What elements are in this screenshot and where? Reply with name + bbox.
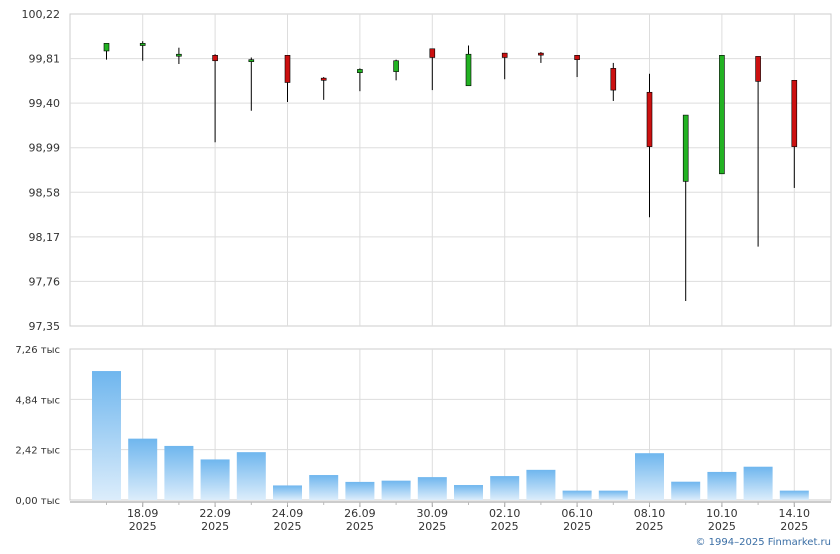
price-y-tick-label: 100,22: [22, 8, 61, 21]
candle-body: [646, 91, 653, 147]
candle-body: [176, 53, 182, 57]
candle-body: [103, 43, 110, 52]
candle-body: [791, 80, 798, 147]
copyright-text[interactable]: © 1994–2025 Finmarket.ru: [695, 537, 831, 548]
volume-bar: [345, 481, 375, 500]
x-tick-date-label: 14.10: [779, 507, 811, 520]
candle-body: [248, 59, 255, 62]
candle-body: [284, 55, 291, 83]
volume-bar: [526, 469, 556, 500]
candle-body: [610, 68, 617, 91]
x-tick-date-label: 08.10: [634, 507, 666, 520]
x-tick-date-label: 24.09: [272, 507, 304, 520]
price-y-tick-label: 97,35: [29, 320, 61, 333]
x-tick-year-label: 2025: [274, 520, 302, 533]
volume-y-tick-label: 0,00 тыс: [15, 496, 60, 507]
x-tick-date-label: 30.09: [417, 507, 449, 520]
candle-body: [429, 48, 436, 58]
grid-layer: [69, 13, 832, 501]
volume-bar: [128, 438, 158, 500]
axis-layer: 100,22 99,81 99,40 98,99 98,58 98,17 97,76 97,3…: [15, 8, 831, 533]
x-tick-year-label: 2025: [346, 520, 374, 533]
volume-bar: [707, 471, 737, 500]
volume-bar: [309, 475, 339, 500]
x-tick-year-label: 2025: [201, 520, 229, 533]
candle-body: [755, 56, 761, 82]
x-tick-date-label: 10.10: [706, 507, 738, 520]
volume-bar: [562, 490, 592, 500]
candle-body: [393, 60, 399, 72]
price-y-tick-label: 98,99: [29, 142, 61, 155]
volume-bar: [200, 459, 230, 500]
x-tick-year-label: 2025: [129, 520, 157, 533]
x-tick-year-label: 2025: [708, 520, 736, 533]
candle-body: [538, 52, 544, 56]
candle-body: [719, 55, 725, 175]
volume-y-tick-label: 7,26 тыс: [15, 345, 60, 356]
x-tick-year-label: 2025: [780, 520, 808, 533]
x-tick-year-label: 2025: [491, 520, 519, 533]
candle-body: [501, 52, 508, 58]
candle-body: [682, 114, 689, 182]
candle-body: [357, 69, 363, 74]
volume-bar: [92, 371, 121, 500]
volume-bar: [779, 490, 809, 500]
volume-bar: [490, 476, 520, 500]
price-y-tick-label: 99,81: [29, 53, 61, 66]
volume-bar: [381, 480, 411, 500]
x-tick-year-label: 2025: [418, 520, 446, 533]
price-y-tick-label: 98,58: [29, 186, 61, 199]
volume-bar: [635, 453, 664, 500]
volume-bar: [273, 485, 302, 500]
volume-bar: [164, 445, 194, 500]
volume-bar: [454, 485, 483, 500]
x-tick-date-label: 06.10: [561, 507, 593, 520]
x-tick-date-label: 18.09: [127, 507, 159, 520]
volume-bar: [671, 481, 701, 500]
x-tick-date-label: 22.09: [199, 507, 231, 520]
volume-bar: [417, 477, 447, 500]
candle-body: [574, 55, 580, 60]
x-tick-year-label: 2025: [563, 520, 591, 533]
x-tick-year-label: 2025: [636, 520, 664, 533]
candle-body: [212, 55, 218, 62]
price-panel-frame: [69, 13, 832, 327]
price-y-tick-label: 97,76: [29, 275, 61, 288]
price-y-tick-label: 98,17: [29, 231, 61, 244]
candle-body: [320, 77, 327, 81]
candle-body: [465, 53, 472, 87]
volume-y-tick-label: 2,42 тыс: [15, 446, 60, 457]
price-chart: [103, 41, 798, 301]
volume-bar: [598, 490, 628, 500]
volume-y-tick-label: 4,84 тыс: [15, 395, 60, 406]
volume-chart: [92, 371, 809, 500]
candle-body: [139, 43, 146, 46]
price-y-tick-label: 99,40: [29, 97, 61, 110]
x-tick-date-label: 02.10: [489, 507, 521, 520]
volume-panel-frame: [69, 348, 832, 501]
volume-bar: [236, 452, 266, 500]
x-tick-date-label: 26.09: [344, 507, 376, 520]
volume-bar: [743, 466, 773, 500]
